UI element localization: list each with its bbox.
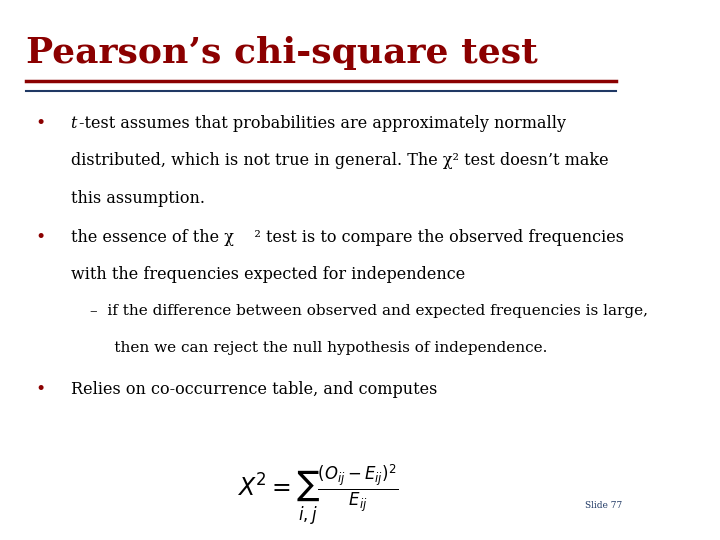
Text: –  if the difference between observed and expected frequencies is large,: – if the difference between observed and… <box>90 304 648 318</box>
Text: $X^2 = \sum_{i,j} \frac{(O_{ij} - E_{ij})^2}{E_{ij}}$: $X^2 = \sum_{i,j} \frac{(O_{ij} - E_{ij}… <box>238 463 399 529</box>
Text: with the frequencies expected for independence: with the frequencies expected for indepe… <box>71 266 465 284</box>
Text: distributed, which is not true in general. The χ² test doesn’t make: distributed, which is not true in genera… <box>71 152 608 169</box>
Text: •: • <box>35 229 45 246</box>
Text: t: t <box>71 114 77 132</box>
Text: •: • <box>35 114 45 132</box>
Text: Relies on co-occurrence table, and computes: Relies on co-occurrence table, and compu… <box>71 381 437 398</box>
Text: Pearson’s chi-square test: Pearson’s chi-square test <box>26 37 537 70</box>
Text: this assumption.: this assumption. <box>71 190 204 207</box>
Text: then we can reject the null hypothesis of independence.: then we can reject the null hypothesis o… <box>90 341 547 355</box>
Text: -test assumes that probabilities are approximately normally: -test assumes that probabilities are app… <box>79 114 566 132</box>
Text: Slide 77: Slide 77 <box>585 501 623 510</box>
Text: the essence of the χ    ² test is to compare the observed frequencies: the essence of the χ ² test is to compar… <box>71 229 624 246</box>
Text: •: • <box>35 381 45 398</box>
